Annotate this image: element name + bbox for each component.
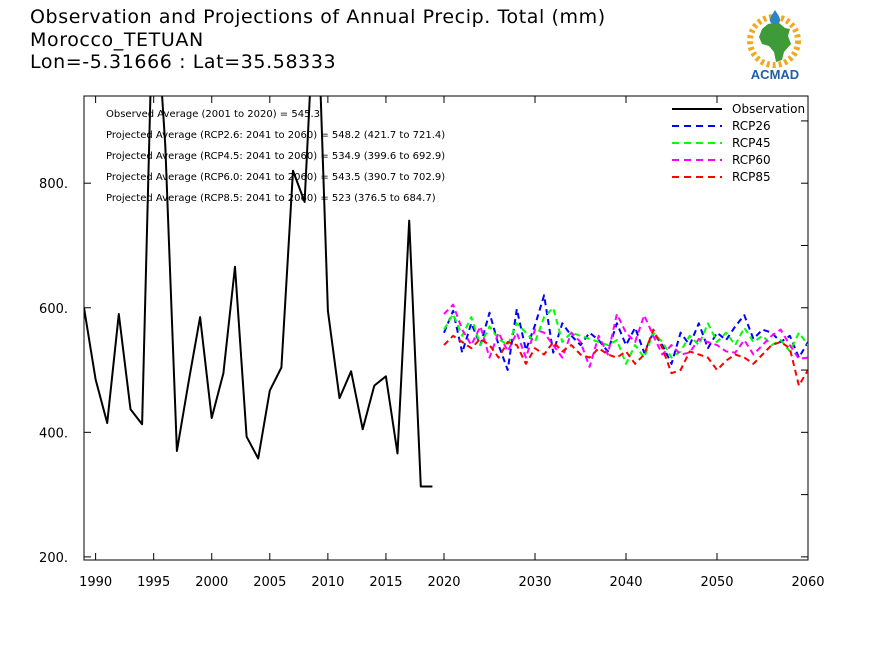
legend-label: Observation (732, 102, 805, 116)
y-tick-label: 200. (39, 551, 68, 566)
axis-ticks: 1990 1995 2000 2005 2010 2015 2020 2030 2040 2050… (39, 96, 825, 590)
x-tick-label: 2050 (700, 575, 733, 590)
x-tick-label: 2015 (369, 575, 402, 590)
annotations: Observed Average (2001 to 2020) = 545.3 P… (106, 109, 445, 204)
series-line-observation (84, 96, 433, 488)
x-tick-label: 2030 (518, 575, 551, 590)
x-tick-label: 2040 (609, 575, 642, 590)
x-tick-label: 1990 (79, 575, 112, 590)
logo-text: ACMAD (751, 67, 799, 82)
average-annotation: Projected Average (RCP6.0: 2041 to 2060)… (106, 172, 445, 183)
series-line-rcp85 (443, 328, 808, 387)
x-tick-label: 2020 (427, 575, 460, 590)
legend-label: RCP85 (732, 170, 771, 184)
series-line-rcp45 (443, 306, 808, 365)
y-tick-label: 800. (39, 177, 68, 192)
legend: Observation RCP26 RCP45 RCP60 RCP85 (672, 102, 805, 184)
average-annotation: Projected Average (RCP8.5: 2041 to 2060)… (106, 193, 436, 204)
average-annotation: Projected Average (RCP4.5: 2041 to 2060)… (106, 151, 445, 162)
x-tick-label: 1995 (137, 575, 170, 590)
legend-label: RCP45 (732, 136, 771, 150)
chart-title: Observation and Projections of Annual Pr… (30, 6, 606, 28)
acmad-logo: ACMAD (747, 10, 801, 82)
station-coordinates: Lon=-5.31666 : Lat=35.58333 (30, 51, 337, 73)
chart-title-block: Observation and Projections of Annual Pr… (30, 6, 606, 74)
data-lines (84, 96, 808, 488)
y-tick-label: 400. (39, 426, 68, 441)
x-tick-label: 2010 (311, 575, 344, 590)
series-line-rcp60 (443, 303, 808, 368)
x-tick-label: 2060 (791, 575, 824, 590)
y-tick-label: 600. (39, 302, 68, 317)
legend-label: RCP60 (732, 153, 771, 167)
plot-border (83, 95, 809, 561)
x-tick-label: 2000 (195, 575, 228, 590)
plot-frame (83, 95, 809, 561)
x-tick-label: 2005 (253, 575, 286, 590)
station-name: Morocco_TETUAN (30, 28, 204, 51)
series-line-rcp26 (443, 294, 808, 371)
average-annotation: Observed Average (2001 to 2020) = 545.3 (106, 109, 320, 120)
legend-label: RCP26 (732, 119, 771, 133)
average-annotation: Projected Average (RCP2.6: 2041 to 2060)… (106, 130, 445, 141)
